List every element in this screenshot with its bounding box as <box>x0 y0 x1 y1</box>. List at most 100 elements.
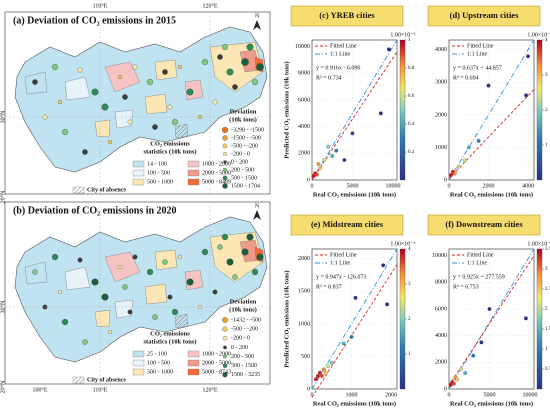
point <box>479 340 484 345</box>
point <box>487 307 492 311</box>
legend-label: -200 - 0 <box>231 151 250 157</box>
legend-swatch <box>132 350 145 358</box>
deviation-dot <box>171 308 179 316</box>
y-tick-label: 8000 <box>435 280 447 286</box>
deviation-dot <box>177 254 183 260</box>
point <box>455 377 459 382</box>
deviation-dot <box>107 329 113 335</box>
point <box>319 374 324 378</box>
legend-swatch <box>187 178 200 186</box>
legend-label: 500 - 1500 <box>231 175 257 181</box>
legend-title: Deviation <box>230 108 257 115</box>
colorbar-tick-label: 1 <box>408 352 411 357</box>
legend-swatch <box>187 359 200 367</box>
lon-label: 100°E <box>32 386 47 393</box>
equation: y = 0.916x - 6.090 <box>316 65 360 71</box>
point <box>322 158 327 162</box>
colorbar-tick-label: 2.5 <box>545 287 550 292</box>
legend-label: 5000 - 8743 <box>202 369 231 375</box>
colorbar-scale: 1.00×10⁻⁶ <box>390 241 415 247</box>
map-region <box>104 61 141 93</box>
deviation-dot <box>51 63 59 71</box>
point <box>334 148 339 153</box>
deviation-dot <box>221 233 229 241</box>
legend-label: 25 - 100 <box>147 351 167 357</box>
legend-label: Fitted Line <box>467 252 494 258</box>
point <box>318 166 322 170</box>
y-tick-label: 1000 <box>298 321 310 327</box>
deviation-dot <box>241 248 249 256</box>
map-region <box>144 283 168 305</box>
fitted-line <box>448 255 535 386</box>
deviation-dot <box>251 78 259 86</box>
legend-dot <box>222 372 228 378</box>
deviation-dot <box>146 268 154 276</box>
legend-label: 1000 - 2000 <box>202 161 231 167</box>
legend-swatch <box>72 186 85 194</box>
deviation-dot <box>57 289 63 295</box>
deviation-dot <box>167 294 173 300</box>
deviation-dot <box>152 314 158 320</box>
map: (b) Deviation of CO₂ emissions in 2020 10… <box>0 201 271 393</box>
deviation-dot <box>117 74 123 80</box>
point <box>316 374 320 378</box>
deviation-dot <box>217 244 223 250</box>
colorbar-scale: 1.00×10⁻⁶ <box>527 32 550 38</box>
deviation-dot <box>201 58 209 66</box>
legend-label: 500 - 1000 <box>147 179 173 185</box>
legend-title: CO₂ emissions <box>150 330 190 337</box>
legend-swatch <box>72 376 85 384</box>
legend-label: 500 - 1500 <box>231 363 257 369</box>
colorbar-tick-label: 0.2 <box>408 150 415 155</box>
legend-label: -500 - -200 <box>231 143 258 149</box>
colorbar-scale: 1.00×10⁻⁶ <box>390 32 415 38</box>
point <box>524 93 528 98</box>
legend-dot <box>222 326 228 332</box>
point <box>387 47 391 52</box>
map-region <box>104 251 141 283</box>
colorbar-tick-label: 4 <box>545 38 548 43</box>
legend-label: 1000 - 2000 <box>202 351 231 357</box>
title-box <box>427 214 541 236</box>
point <box>471 353 476 358</box>
point <box>314 172 319 177</box>
r-squared: R² = 0.753 <box>453 284 479 290</box>
y-tick-label: 2000 <box>435 360 447 366</box>
absent-region <box>174 123 189 139</box>
point <box>329 361 334 365</box>
deviation-dot <box>132 254 138 260</box>
deviation-dot <box>61 318 69 326</box>
legend-dot <box>222 175 228 181</box>
map-title: (a) Deviation of CO₂ emissions in 2015 <box>13 15 176 26</box>
r-squared: R² = 0.837 <box>316 284 342 290</box>
legend-label: -1432 - -500 <box>231 317 261 323</box>
deviation-dot <box>51 253 59 261</box>
point <box>526 54 530 59</box>
y-tick-label: 0 <box>444 177 447 183</box>
plot-frame <box>311 39 398 181</box>
deviation-dot <box>221 43 229 51</box>
point <box>524 316 528 321</box>
equation: y = 0.925x + 277.559 <box>453 274 505 280</box>
north-label: N <box>255 13 260 19</box>
point <box>378 111 383 116</box>
y-tick-label: 2000 <box>435 112 447 118</box>
equation: y = 0.637x + 44.857 <box>453 65 502 71</box>
colorbar-tick-label: 1 <box>545 347 548 352</box>
deviation-dot <box>146 78 154 86</box>
colorbar-tick-label: 4 <box>408 247 411 252</box>
y-tick-label: 4000 <box>435 47 447 53</box>
legend-label: 1500 - 1704 <box>231 183 260 189</box>
colorbar-tick-label: 0.8 <box>408 66 415 71</box>
map-region <box>94 119 111 138</box>
colorbar-tick-label: 1 <box>545 143 548 148</box>
legend-label: 2000 - 5000 <box>202 360 231 366</box>
point <box>453 171 457 176</box>
legend-swatch <box>187 169 200 177</box>
deviation-dot <box>256 253 264 261</box>
title-box <box>290 5 404 27</box>
map-region <box>144 93 168 115</box>
legend-dot <box>221 126 229 134</box>
legend-label: Fitted Line <box>330 252 357 258</box>
